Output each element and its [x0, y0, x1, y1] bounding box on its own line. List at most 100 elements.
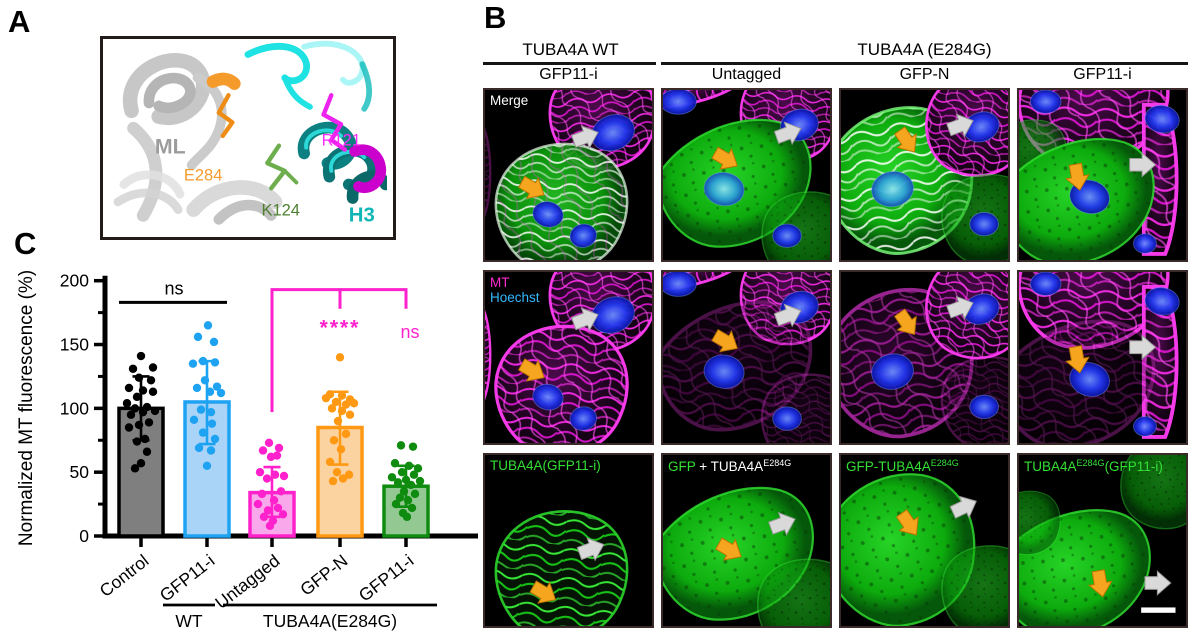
nucleus [569, 223, 598, 248]
gray-arrow-icon [571, 125, 599, 150]
nucleus [569, 406, 598, 431]
data-point [150, 406, 160, 416]
micrograph-mt-e284g-gfpn [841, 272, 1008, 443]
gray-arrow-icon [1129, 334, 1157, 361]
data-point [269, 496, 279, 505]
panel-b-col-label-3: GFP11-i [1073, 66, 1132, 83]
data-point [196, 405, 206, 414]
tile-label: TUBA4A(GFP11-i) [490, 458, 601, 473]
data-point [325, 457, 335, 467]
data-point [408, 442, 418, 451]
data-point [200, 376, 210, 385]
data-point [329, 436, 339, 445]
data-point [136, 459, 146, 468]
data-point [216, 388, 226, 398]
micrograph-merge-e284g-gfp11i [1019, 90, 1186, 260]
data-point [134, 373, 144, 382]
data-point [337, 391, 347, 400]
cell-mt [485, 310, 492, 401]
data-point [333, 416, 343, 426]
orange-arrow-icon [1088, 569, 1113, 598]
gray-arrow-icon [1144, 570, 1172, 596]
data-point [130, 464, 140, 473]
data-point [341, 429, 351, 439]
bar-group-3-GFP-N: GFP-N [296, 353, 364, 600]
data-point [266, 452, 276, 462]
tile-merge-e284g-gfpn [839, 88, 1010, 262]
data-point [327, 404, 337, 413]
data-point [198, 356, 208, 366]
orange-arrow-icon [529, 580, 557, 604]
data-point [328, 476, 338, 486]
tile-label-segment: + TUBA4A [695, 459, 764, 474]
panel-b-underline-wt [483, 62, 656, 65]
panel-b-group-wt: TUBA4A WT [522, 40, 619, 59]
data-point [189, 415, 199, 425]
nucleus [1133, 233, 1157, 254]
data-point [192, 383, 202, 393]
micrograph-merge-wt-gfp11i [485, 90, 652, 260]
nucleus [532, 201, 564, 228]
panel-c-chart: 0 50 100 150 200 Normalized MT fluorescence (… [10, 245, 480, 634]
micrograph-mt-e284g-gfp11i [1019, 272, 1186, 443]
data-point [338, 474, 348, 483]
orange-arrow-icon [893, 126, 917, 153]
tile-label: GFP-TUBA4AE284G [846, 458, 959, 474]
micrograph-gfp-e284g-gfpn [841, 455, 1008, 626]
x-tick-label: GFP-N [296, 550, 351, 599]
svg-text:ns: ns [164, 278, 183, 298]
data-point [413, 464, 423, 473]
orange-arrow-icon [1065, 345, 1090, 374]
gray-arrow-icon [773, 303, 802, 328]
data-point [257, 489, 267, 499]
data-point [345, 410, 355, 419]
panel-c-letter: C [14, 226, 37, 261]
orange-arrow-icon [517, 358, 545, 382]
data-point [126, 410, 136, 419]
data-point [259, 512, 269, 522]
data-point [202, 461, 212, 470]
data-point [391, 499, 401, 509]
comparison-bracket-magenta [270, 288, 408, 413]
orange-arrow-icon [715, 537, 742, 561]
x-tick-label: GFP11-i [156, 550, 219, 605]
nucleus [871, 353, 914, 390]
panel-b-underline-e284g [661, 62, 1188, 65]
data-point [262, 474, 272, 483]
data-point [193, 332, 203, 342]
data-point [321, 393, 331, 403]
gray-arrow-icon [946, 113, 974, 138]
panel-b-col-label-1: Untagged [711, 66, 782, 83]
cell-gfp-dim [1019, 490, 1061, 556]
tile-merge-e284g-untagged [661, 88, 832, 262]
data-point [122, 399, 132, 408]
data-point [341, 400, 351, 409]
orange-arrow-icon [893, 308, 917, 335]
data-point [253, 499, 263, 509]
data-point [393, 478, 403, 487]
panel-b-group-e284g: TUBA4A (E284G) [857, 40, 992, 59]
bar-group-4-GFP11-i: GFP11-i [355, 441, 430, 605]
nucleus [663, 272, 697, 297]
cell-gfp-diffuse [841, 473, 976, 626]
nucleus [1029, 272, 1062, 296]
data-point [206, 407, 216, 417]
nucleus [969, 394, 999, 420]
data-point [263, 506, 273, 515]
tile-label-segment: (GFP11-i) [1104, 459, 1163, 474]
data-point [276, 487, 286, 496]
micrograph-merge-e284g-untagged [663, 90, 830, 260]
data-point [203, 321, 213, 330]
nucleus [772, 223, 802, 248]
cell-mt [1141, 102, 1179, 256]
x-tick-label: Untagged [211, 550, 283, 612]
tile-label: Merge [490, 93, 528, 108]
data-point [274, 443, 284, 453]
tile-mt-e284g-gfpn [839, 270, 1010, 445]
panel-b-letter: B [484, 0, 507, 35]
svg-text:WT: WT [175, 611, 203, 631]
tile-gfp-e284g-gfp11i: TUBA4AE284G(GFP11-i) [1017, 453, 1188, 628]
data-point [255, 467, 265, 477]
data-point [134, 420, 144, 430]
